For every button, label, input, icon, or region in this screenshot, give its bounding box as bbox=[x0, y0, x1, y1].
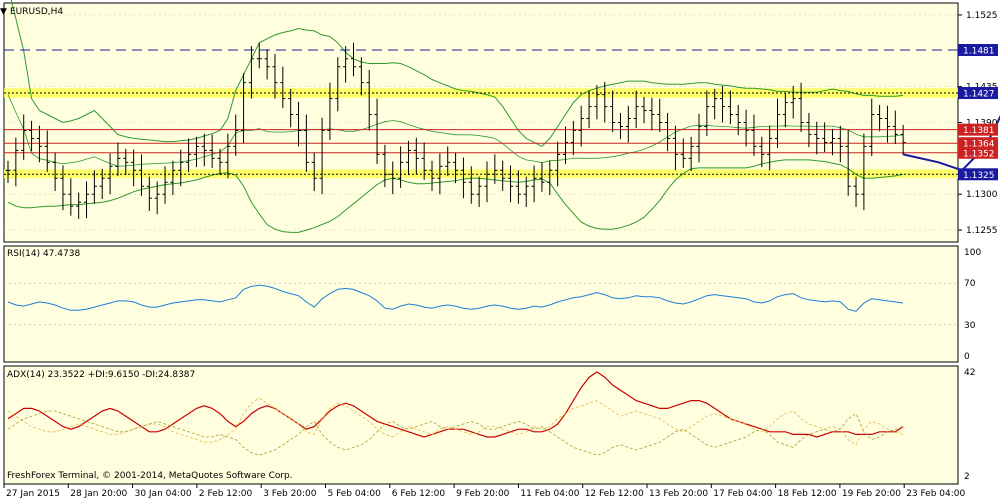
time-tick-label: 9 Feb 20:00 bbox=[456, 489, 510, 499]
time-tick-label: 2 Feb 12:00 bbox=[199, 489, 253, 499]
adx-series-di bbox=[7, 410, 904, 456]
price-tick-label: 1.1300 bbox=[966, 190, 998, 200]
forecast-line bbox=[902, 114, 1000, 172]
time-tick-label: 19 Feb 20:00 bbox=[842, 489, 901, 499]
level-label-box bbox=[958, 146, 998, 159]
level-label-box bbox=[958, 87, 998, 100]
level-label-box bbox=[958, 137, 998, 150]
time-tick-label: 11 Feb 04:00 bbox=[520, 489, 579, 499]
price-grid bbox=[4, 14, 958, 231]
chart-title: EURUSD,H4 bbox=[10, 7, 63, 17]
rsi-levels bbox=[4, 282, 958, 326]
rsi-tick-label: 70 bbox=[964, 279, 976, 289]
level-label: 1.1481 bbox=[963, 47, 995, 57]
level-label-box bbox=[958, 44, 998, 57]
level-label-box bbox=[958, 123, 998, 136]
time-tick-label: 18 Feb 12:00 bbox=[778, 489, 837, 499]
time-tick-label: 5 Feb 04:00 bbox=[328, 489, 382, 499]
rsi-tick-label: 0 bbox=[964, 352, 970, 362]
copyright-footer: FreshForex Terminal, © 2001-2014, MetaQu… bbox=[7, 471, 293, 481]
time-tick-label: 17 Feb 04:00 bbox=[713, 489, 772, 499]
time-tick-label: 30 Jan 04:00 bbox=[135, 489, 192, 499]
price-bars bbox=[5, 42, 906, 219]
rsi-title: RSI(14) 47.4738 bbox=[7, 249, 80, 259]
adx-axis: 42 2 bbox=[964, 368, 975, 482]
adx-lines bbox=[7, 371, 904, 456]
horizontal-levels bbox=[4, 49, 958, 175]
time-tick-label: 23 Feb 04:00 bbox=[906, 489, 965, 499]
time-tick-label: 27 Jan 2015 bbox=[6, 489, 60, 499]
level-label: 1.1381 bbox=[963, 126, 995, 136]
price-tick-label: 1.1525 bbox=[966, 11, 998, 21]
price-tick-label: 1.1390 bbox=[966, 119, 998, 129]
level-label: 1.1427 bbox=[963, 90, 995, 100]
adx-title: ADX(14) 23.3522 +DI:9.6150 -DI:24.8387 bbox=[7, 370, 195, 380]
time-tick-label: 12 Feb 12:00 bbox=[585, 489, 644, 499]
title-dropdown-icon[interactable]: ▼ bbox=[0, 7, 7, 17]
level-label: 1.1352 bbox=[963, 149, 995, 159]
time-tick-label: 13 Feb 20:00 bbox=[649, 489, 708, 499]
rsi-tick-label: 100 bbox=[964, 248, 981, 258]
price-panel[interactable]: EURUSD,H4 ▼ bbox=[0, 0, 1000, 243]
adx-tick-label: 42 bbox=[964, 368, 975, 378]
rsi-axis: 100 70 30 0 bbox=[964, 248, 981, 362]
price-tick-label: 1.1255 bbox=[966, 226, 998, 236]
time-tick-label: 28 Jan 20:00 bbox=[70, 489, 127, 499]
rsi-line bbox=[7, 284, 904, 312]
rsi-panel-background bbox=[3, 245, 959, 363]
adx-series-di bbox=[7, 397, 904, 446]
level-label: 1.1325 bbox=[963, 171, 995, 181]
time-axis: 27 Jan 2015 28 Jan 20:00 30 Jan 04:00 2 Feb… bbox=[3, 484, 966, 499]
rsi-panel[interactable]: RSI(14) 47.4738 bbox=[3, 245, 959, 363]
rsi-tick-label: 30 bbox=[964, 321, 976, 331]
adx-tick-label: 2 bbox=[964, 472, 970, 482]
adx-panel[interactable]: ADX(14) 23.3522 +DI:9.6150 -DI:24.8387 F… bbox=[3, 365, 959, 485]
time-tick-label: 3 Feb 20:00 bbox=[263, 489, 317, 499]
level-label: 1.1364 bbox=[963, 140, 995, 150]
upper-band-line bbox=[10, 0, 904, 148]
rsi-series-line bbox=[7, 284, 904, 312]
level-label-box bbox=[958, 168, 998, 181]
price-axis: 1.15251.14351.13901.13001.12551.14811.14… bbox=[958, 11, 998, 236]
forecast-path bbox=[902, 114, 1000, 172]
time-tick-label: 6 Feb 12:00 bbox=[392, 489, 446, 499]
